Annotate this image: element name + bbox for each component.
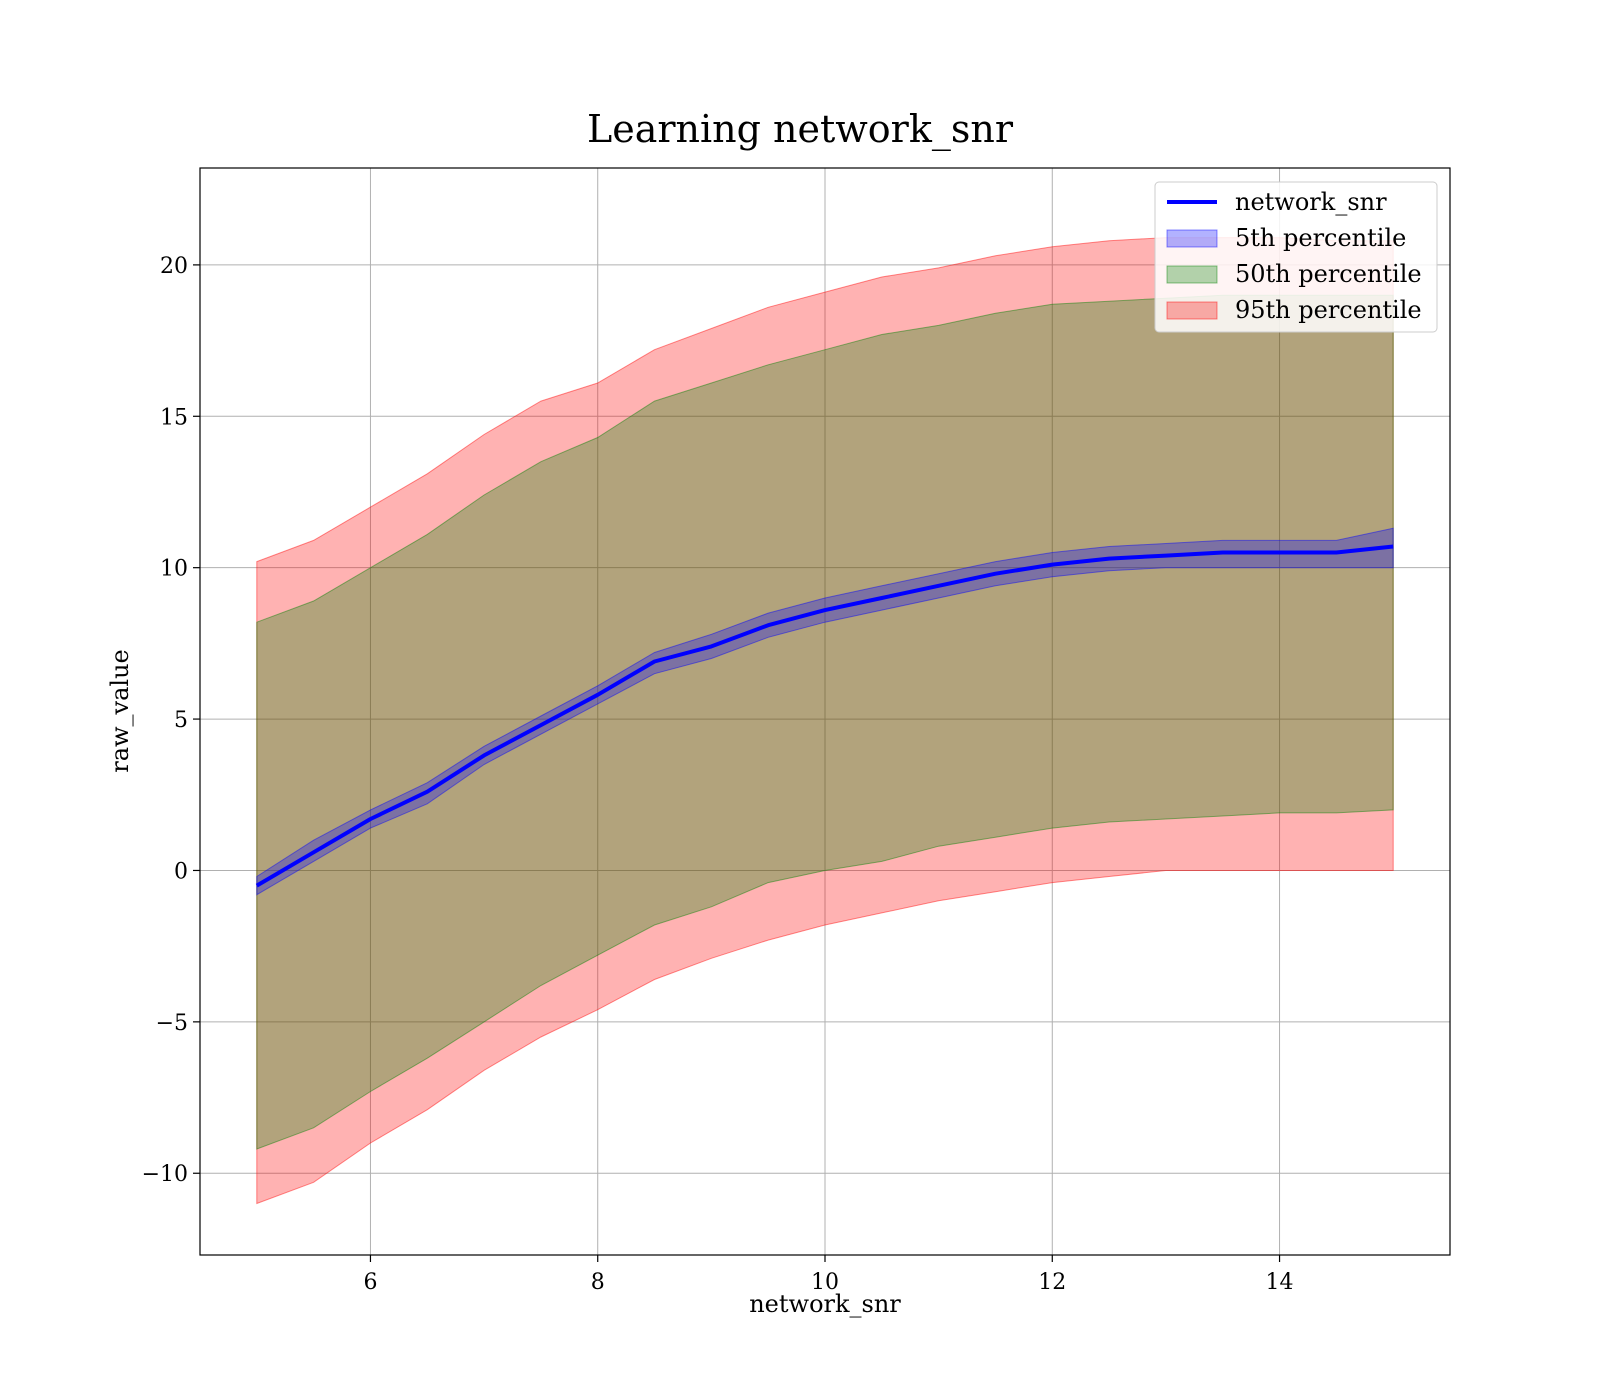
legend-swatch <box>1166 229 1218 248</box>
legend-swatch <box>1166 301 1218 320</box>
series-lines <box>255 544 1394 888</box>
y-tick-label: −10 <box>142 1162 188 1187</box>
band-95th-percentile <box>256 237 1394 1205</box>
x-tick-label: 10 <box>811 1270 839 1295</box>
y-tick-label: −5 <box>156 1011 188 1036</box>
legend-label: 5th percentile <box>1235 224 1406 252</box>
y-tick-label: 10 <box>160 557 188 582</box>
y-tick-label: 20 <box>160 254 188 279</box>
x-tick-label: 8 <box>591 1270 605 1295</box>
y-axis-label: raw_value <box>106 649 134 773</box>
x-tick-label: 12 <box>1038 1270 1066 1295</box>
x-tick-label: 14 <box>1266 1270 1294 1295</box>
x-tick-label: 6 <box>363 1270 377 1295</box>
y-tick-label: 15 <box>160 405 188 430</box>
band-5th-percentile <box>256 527 1394 896</box>
legend-swatch <box>1166 265 1218 284</box>
legend: network_snr 5th percentile 50th percentile… <box>1154 181 1438 333</box>
legend-box <box>1154 181 1438 333</box>
percentile-bands <box>256 237 1394 1205</box>
legend-label: 95th percentile <box>1235 296 1422 324</box>
legend-label: network_snr <box>1235 188 1387 216</box>
band-50th-percentile <box>256 294 1394 1150</box>
legend-label: 50th percentile <box>1235 260 1422 288</box>
axis-ticks: 6 8 10 12 14 −10 −5 0 5 10 15 20 <box>142 254 1294 1295</box>
x-axis-label: network_snr <box>749 1290 901 1318</box>
y-tick-label: 0 <box>174 859 188 884</box>
y-tick-label: 5 <box>174 708 188 733</box>
grid <box>200 168 1450 1255</box>
chart-title: Learning network_snr <box>587 107 1014 152</box>
